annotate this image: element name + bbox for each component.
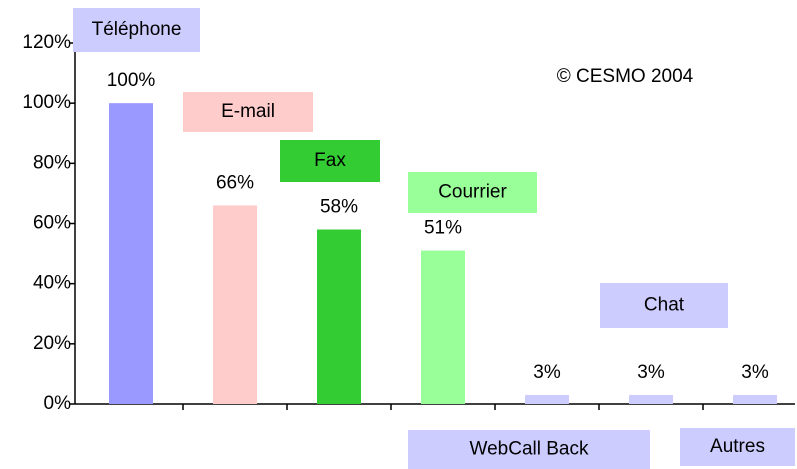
- value-label: 51%: [424, 218, 462, 239]
- category-label-box: [408, 430, 650, 469]
- value-label: 3%: [741, 362, 769, 383]
- category-label: Téléphone: [92, 19, 182, 40]
- category-label: Chat: [644, 295, 685, 316]
- category-label: Autres: [710, 436, 765, 457]
- y-tick-label: 120%: [22, 32, 71, 53]
- y-tick-label: 80%: [33, 152, 71, 173]
- value-label: 66%: [216, 172, 254, 193]
- value-label: 100%: [107, 70, 156, 91]
- category-label-box: [600, 283, 728, 328]
- category-label: E-mail: [221, 101, 275, 122]
- bar: [317, 229, 361, 404]
- category-label: Fax: [314, 150, 346, 171]
- bar: [109, 103, 153, 405]
- bar: [629, 394, 673, 404]
- y-tick-label: 20%: [33, 333, 71, 354]
- category-label-box: [73, 8, 200, 52]
- bar: [733, 394, 777, 404]
- category-label-box: [408, 172, 537, 213]
- bar: [525, 394, 569, 404]
- category-label: Courrier: [438, 182, 507, 203]
- value-label: 3%: [533, 362, 561, 383]
- value-label: 58%: [320, 197, 358, 218]
- bar: [213, 205, 257, 404]
- category-label-box: [680, 428, 795, 466]
- y-tick-label: 40%: [33, 273, 71, 294]
- y-tick-label: 60%: [33, 213, 71, 234]
- copyright: © CESMO 2004: [557, 66, 694, 87]
- category-label-box: [280, 140, 380, 182]
- y-tick-label: 0%: [44, 393, 72, 414]
- category-label: WebCall Back: [470, 439, 589, 460]
- value-label: 3%: [637, 362, 665, 383]
- y-tick-label: 100%: [22, 92, 71, 113]
- category-label-box: [183, 92, 313, 132]
- bar: [421, 250, 465, 404]
